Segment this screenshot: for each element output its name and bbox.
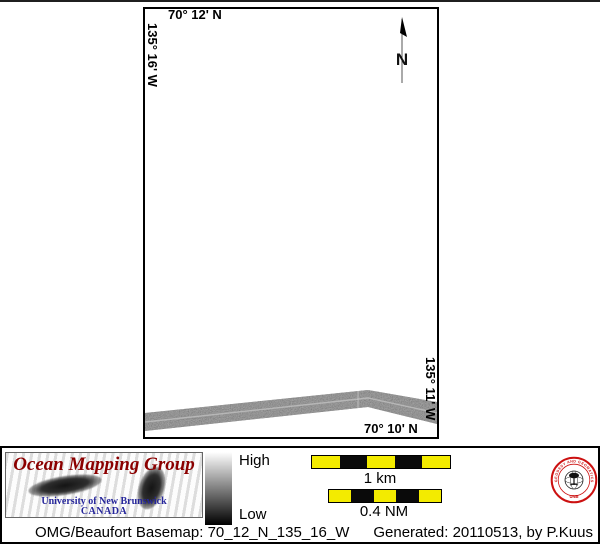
unb-gge-seal-icon: GEODESY AND GEOMATICS ENGINEERING UNB — [550, 456, 598, 504]
scalebar-nm — [328, 489, 442, 503]
scalebar-km-label: 1 km — [363, 470, 397, 487]
scalebar-segment — [418, 490, 442, 502]
omg-country: CANADA — [80, 506, 128, 517]
footer-caption: OMG/Beaufort Basemap: 70_12_N_135_16_W Ge… — [35, 524, 593, 541]
omg-title: Ocean Mapping Group — [13, 454, 195, 475]
depth-colorbar — [205, 452, 232, 525]
scalebar-segment — [373, 490, 397, 502]
scalebar-segment — [422, 456, 450, 468]
footer-panel: Ocean Mapping Group University of New Br… — [0, 446, 600, 544]
scalebar-segment — [312, 456, 340, 468]
scalebar-km — [311, 455, 451, 469]
seal-unb-text: UNB — [569, 494, 578, 499]
north-letter: N — [396, 50, 408, 69]
colorbar-high-label: High — [239, 452, 270, 469]
colorbar-low-label: Low — [239, 506, 267, 523]
omg-logo: Ocean Mapping Group University of New Br… — [5, 452, 203, 518]
map-frame: 70° 12' N 135° 16' W 135° 11' W 70° 10' … — [143, 7, 439, 439]
scalebar-segment — [367, 456, 395, 468]
coord-label-south: 70° 10' N — [364, 421, 418, 436]
page-top-border — [0, 0, 600, 2]
scalebar-segment — [396, 490, 419, 502]
scalebar-segment — [351, 490, 374, 502]
scalebar-segment — [329, 490, 352, 502]
coord-label-north: 70° 12' N — [168, 7, 222, 22]
footer-generated-text: Generated: 20110513, by P.Kuus — [373, 524, 593, 541]
coord-label-east: 135° 11' W — [423, 357, 438, 421]
omg-university: University of New Brunswick — [41, 496, 167, 507]
coord-label-west: 135° 16' W — [145, 23, 160, 87]
scalebar-segment — [339, 456, 368, 468]
scalebar-segment — [394, 456, 423, 468]
sonar-swath — [145, 390, 437, 431]
scalebar-nm-label: 0.4 NM — [359, 503, 409, 520]
footer-basemap-text: OMG/Beaufort Basemap: 70_12_N_135_16_W — [35, 524, 350, 541]
north-arrow-icon: N — [396, 17, 408, 83]
